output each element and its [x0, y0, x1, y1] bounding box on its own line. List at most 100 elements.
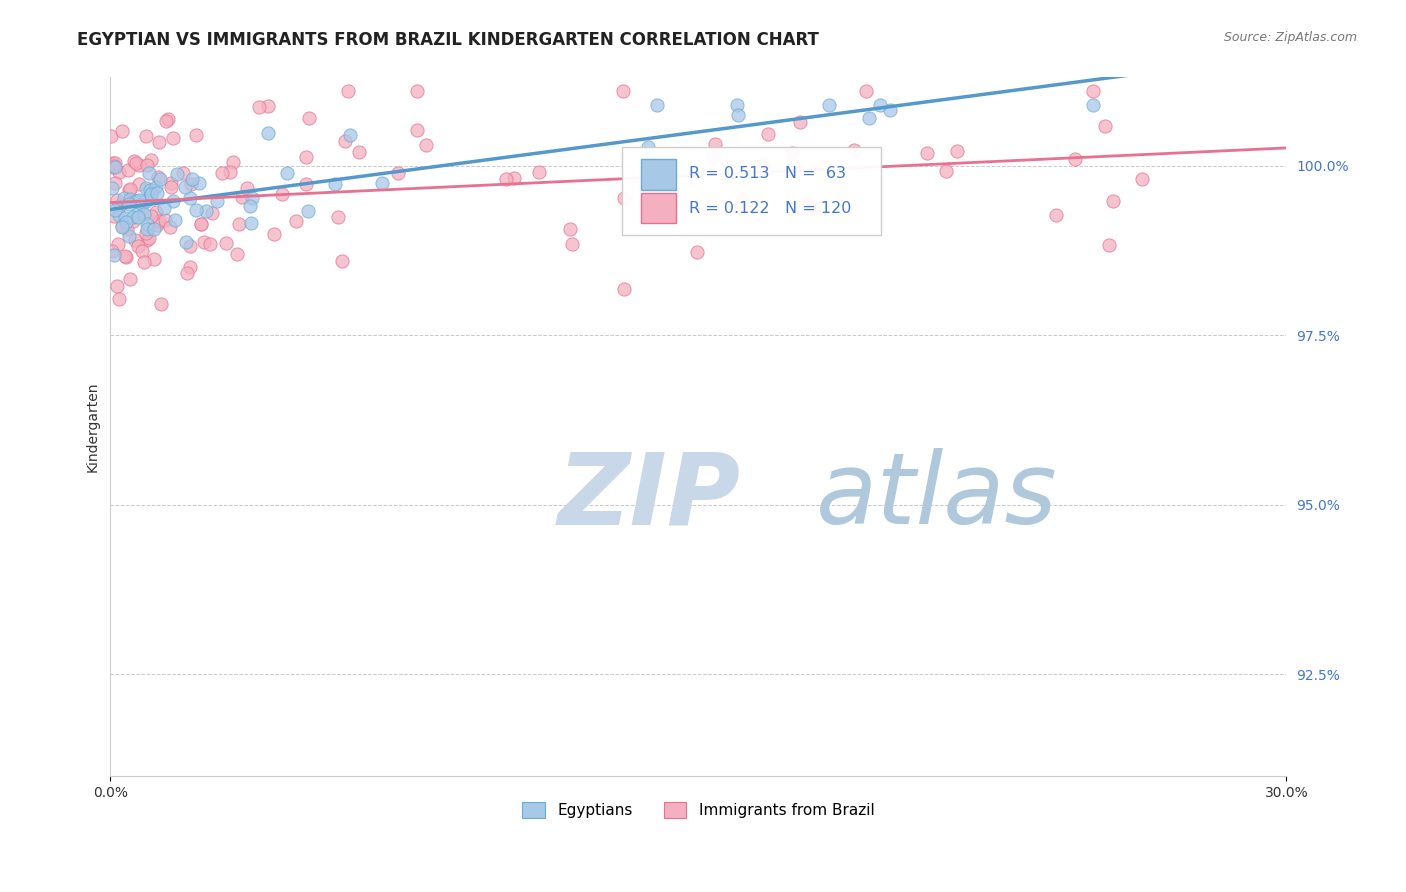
- Point: [136, 233, 159, 247]
- Point: [101, 156, 124, 170]
- Point: [118, 183, 141, 197]
- Point: [124, 154, 146, 169]
- Point: [789, 115, 811, 129]
- Point: [149, 172, 172, 186]
- Point: [118, 271, 141, 285]
- Point: [157, 112, 180, 126]
- Point: [225, 246, 247, 260]
- FancyBboxPatch shape: [621, 147, 880, 235]
- Point: [613, 282, 636, 296]
- Point: [141, 153, 163, 167]
- Point: [323, 177, 346, 191]
- Point: [153, 213, 176, 227]
- Point: [527, 165, 550, 179]
- Point: [145, 180, 167, 194]
- Point: [284, 214, 307, 228]
- Point: [731, 192, 754, 206]
- Point: [637, 140, 659, 154]
- Point: [146, 169, 169, 184]
- Point: [117, 163, 139, 178]
- Point: [222, 155, 245, 169]
- Point: [172, 166, 194, 180]
- Point: [752, 157, 775, 171]
- Point: [240, 191, 263, 205]
- Point: [104, 176, 127, 190]
- Point: [1083, 84, 1105, 98]
- Point: [138, 166, 160, 180]
- Legend: Egyptians, Immigrants from Brazil: Egyptians, Immigrants from Brazil: [516, 797, 880, 824]
- Point: [190, 217, 212, 231]
- Point: [104, 160, 127, 174]
- Point: [180, 177, 202, 191]
- Text: atlas: atlas: [815, 448, 1057, 545]
- Point: [271, 187, 294, 202]
- Point: [165, 213, 187, 227]
- Point: [108, 208, 131, 222]
- Point: [406, 123, 429, 137]
- Point: [103, 209, 125, 223]
- Point: [643, 158, 665, 172]
- Point: [174, 235, 197, 249]
- Point: [211, 166, 233, 180]
- Point: [297, 203, 319, 218]
- Point: [118, 181, 141, 195]
- Point: [844, 143, 866, 157]
- Point: [115, 251, 138, 265]
- Point: [103, 247, 125, 261]
- Point: [780, 146, 803, 161]
- Point: [142, 183, 165, 197]
- Point: [330, 254, 353, 268]
- Point: [198, 237, 221, 252]
- Point: [276, 166, 298, 180]
- Text: R = 0.513   N =  63: R = 0.513 N = 63: [689, 167, 846, 181]
- Point: [228, 217, 250, 231]
- Point: [387, 166, 409, 180]
- Point: [703, 136, 725, 151]
- Point: [247, 100, 270, 114]
- Point: [142, 252, 165, 266]
- Point: [869, 97, 891, 112]
- Point: [128, 177, 150, 191]
- Point: [160, 177, 183, 191]
- Point: [1094, 120, 1116, 134]
- Y-axis label: Kindergarten: Kindergarten: [86, 382, 100, 472]
- Point: [122, 214, 145, 228]
- Point: [935, 164, 957, 178]
- Point: [160, 180, 183, 194]
- Point: [135, 129, 157, 144]
- Point: [139, 209, 162, 223]
- Point: [141, 187, 163, 202]
- Point: [128, 158, 150, 172]
- Point: [326, 210, 349, 224]
- Point: [295, 177, 318, 191]
- Point: [114, 211, 136, 225]
- Point: [686, 245, 709, 260]
- Point: [105, 194, 128, 208]
- Point: [817, 97, 839, 112]
- Point: [104, 202, 127, 217]
- Point: [371, 177, 394, 191]
- Point: [1130, 172, 1153, 186]
- Point: [117, 222, 139, 236]
- Point: [756, 127, 779, 141]
- Point: [155, 114, 177, 128]
- Point: [124, 156, 146, 170]
- Point: [153, 201, 176, 215]
- Point: [101, 244, 124, 258]
- Point: [135, 158, 157, 172]
- Point: [207, 194, 229, 208]
- Point: [1063, 153, 1085, 167]
- Point: [1045, 208, 1067, 222]
- Point: [502, 170, 524, 185]
- Point: [134, 207, 156, 221]
- Point: [149, 296, 172, 310]
- Point: [121, 210, 143, 224]
- Point: [135, 217, 157, 231]
- Point: [135, 194, 157, 208]
- FancyBboxPatch shape: [641, 193, 676, 224]
- Point: [134, 255, 156, 269]
- Point: [215, 235, 238, 250]
- Point: [917, 146, 939, 161]
- Point: [188, 177, 211, 191]
- Point: [131, 197, 153, 211]
